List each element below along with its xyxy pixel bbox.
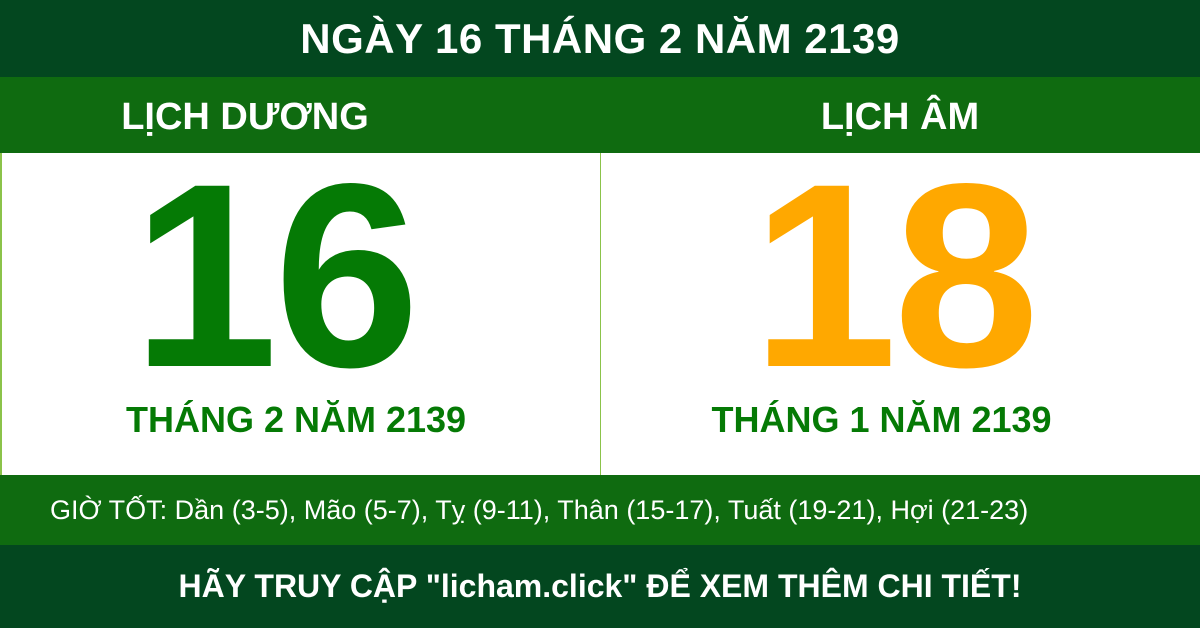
solar-day: 16 <box>132 129 419 422</box>
solar-month-year: THÁNG 2 NĂM 2139 <box>125 399 467 440</box>
calendar-headers: LỊCH DƯƠNG LỊCH ÂM <box>0 77 1200 153</box>
page-title: NGÀY 16 THÁNG 2 NĂM 2139 <box>0 0 1200 77</box>
good-hours: GIỜ TỐT: Dần (3-5), Mão (5-7), Tỵ (9-11)… <box>0 475 1200 545</box>
solar-calendar-heading: LỊCH DƯƠNG <box>121 95 369 138</box>
lunar-day: 18 <box>751 129 1039 422</box>
lunar-calendar-heading: LỊCH ÂM <box>820 95 980 138</box>
footer-cta: HÃY TRUY CẬP "licham.click" ĐỂ XEM THÊM … <box>0 545 1200 628</box>
lunar-month-year: THÁNG 1 NĂM 2139 <box>711 399 1052 440</box>
solar-date-panel: 16 THÁNG 2 NĂM 2139 <box>0 145 600 475</box>
lunar-date-panel: 18 THÁNG 1 NĂM 2139 <box>600 145 1200 475</box>
